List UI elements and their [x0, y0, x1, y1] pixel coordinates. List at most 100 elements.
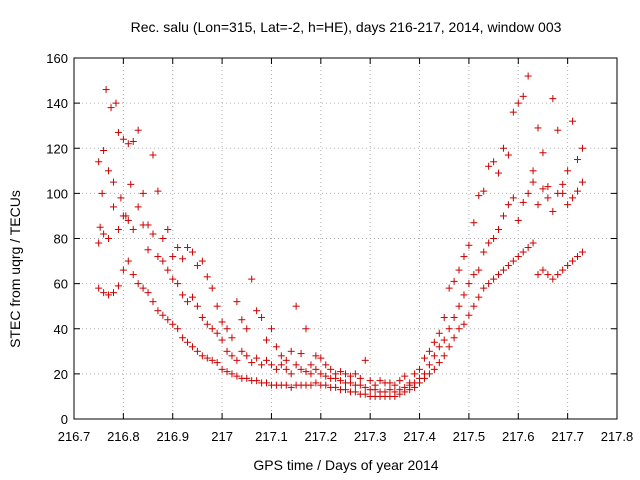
data-point — [524, 189, 532, 197]
data-point — [258, 361, 266, 369]
data-point — [425, 370, 433, 378]
x-axis-label: GPS time / Days of year 2014 — [253, 457, 438, 473]
data-point — [238, 316, 246, 324]
data-point — [485, 162, 493, 170]
data-point — [188, 343, 196, 351]
data-point — [504, 151, 512, 159]
data-point — [430, 338, 438, 346]
data-point — [223, 368, 231, 376]
data-point — [430, 365, 438, 373]
data-point — [114, 282, 122, 290]
data-point — [243, 374, 251, 382]
data-point — [578, 144, 586, 152]
data-point — [95, 158, 103, 166]
data-point — [159, 257, 167, 265]
data-point — [534, 201, 542, 209]
data-point — [480, 284, 488, 292]
data-point — [134, 126, 142, 134]
data-point — [164, 316, 172, 324]
data-point — [342, 386, 349, 394]
x-tick-label: 217.7 — [551, 429, 584, 444]
data-point — [307, 381, 315, 389]
data-point — [105, 235, 113, 242]
data-point — [213, 359, 221, 367]
data-point — [361, 356, 369, 364]
data-point — [411, 370, 419, 378]
x-tick-label: 217.4 — [403, 429, 436, 444]
data-point — [228, 334, 236, 342]
tick-labels: 216.7 216.8 216.9 217 217.1 217.2 217.3 217.4 21… — [46, 51, 633, 444]
data-point — [524, 244, 532, 252]
data-point — [578, 178, 586, 186]
data-point — [267, 361, 275, 369]
data-point — [169, 320, 177, 328]
data-point — [307, 361, 315, 369]
data-point — [509, 257, 517, 265]
data-point — [529, 167, 537, 175]
data-point — [149, 151, 157, 159]
data-point — [149, 230, 157, 238]
data-point — [435, 329, 443, 337]
data-point — [509, 194, 517, 202]
data-point — [401, 388, 409, 396]
data-point — [198, 257, 206, 265]
data-point — [263, 379, 271, 387]
data-point — [519, 92, 527, 100]
data-point — [100, 289, 108, 297]
data-point — [149, 298, 157, 306]
data-point — [569, 257, 577, 265]
data-point — [445, 284, 453, 292]
data-point — [198, 352, 206, 360]
data-point — [564, 201, 572, 209]
data-point — [346, 379, 354, 387]
data-point — [297, 350, 305, 358]
data-point — [356, 381, 364, 389]
data-point — [495, 271, 503, 279]
data-point — [213, 302, 221, 310]
data-point — [179, 334, 187, 342]
data-point — [144, 246, 152, 254]
data-point — [164, 266, 172, 274]
data-point — [554, 189, 562, 197]
data-point — [184, 298, 192, 306]
y-axis-label: STEC from uqrg / TECUs — [7, 190, 23, 348]
data-point — [272, 343, 280, 351]
data-point — [292, 302, 300, 310]
data-point — [208, 356, 216, 364]
data-point — [198, 313, 206, 321]
data-point — [292, 361, 300, 369]
data-point — [144, 289, 152, 297]
data-point — [248, 359, 256, 367]
x-tick-label: 217.6 — [502, 429, 535, 444]
data-point — [470, 219, 478, 227]
data-point — [406, 386, 414, 394]
data-point — [504, 201, 512, 209]
data-point — [549, 275, 557, 283]
data-point — [223, 347, 231, 355]
data-point — [213, 329, 221, 337]
data-point — [460, 253, 468, 261]
data-point — [332, 374, 340, 382]
data-point — [203, 354, 211, 362]
data-point — [102, 86, 110, 94]
y-tick-label: 100 — [46, 186, 68, 201]
data-point — [401, 372, 409, 380]
data-point — [445, 343, 453, 351]
data-point — [322, 372, 330, 380]
data-point — [337, 377, 345, 385]
data-point — [169, 253, 177, 261]
data-point — [337, 368, 345, 376]
data-point — [544, 183, 552, 191]
data-point — [243, 325, 251, 333]
data-point — [440, 336, 448, 344]
data-point — [425, 361, 433, 369]
data-point — [203, 320, 211, 328]
data-point — [445, 325, 453, 333]
data-point — [287, 347, 295, 355]
data-point — [559, 266, 567, 274]
data-point — [174, 325, 182, 333]
data-point — [307, 370, 315, 378]
data-point — [470, 271, 478, 279]
data-point — [297, 365, 305, 373]
data-point — [134, 280, 142, 288]
